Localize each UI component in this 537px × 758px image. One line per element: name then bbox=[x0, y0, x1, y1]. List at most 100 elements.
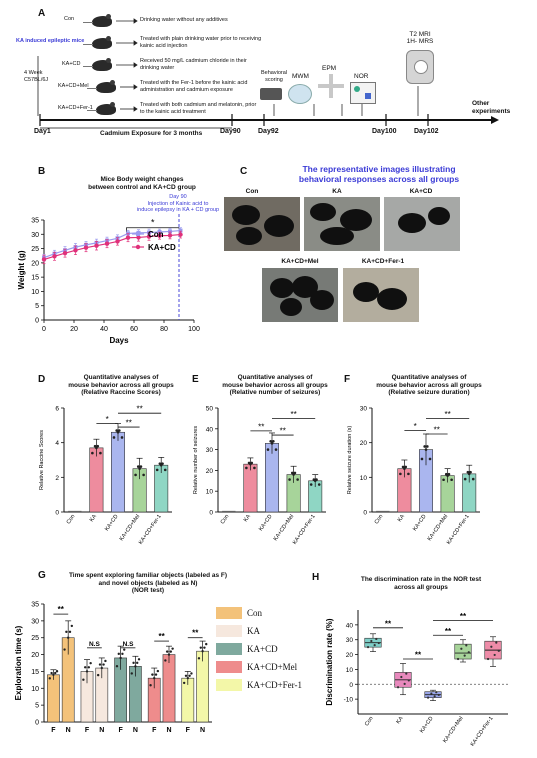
data-dot bbox=[165, 650, 169, 653]
significance-label: ** bbox=[415, 651, 422, 660]
strain-name: C57BL/6J bbox=[24, 76, 49, 83]
data-dot bbox=[270, 442, 274, 445]
x-tick-label: N bbox=[99, 727, 104, 734]
group-desc-kacd: Received 50 mg/L cadmium chloride in the… bbox=[140, 58, 247, 71]
data-dot bbox=[104, 659, 107, 663]
y-tick-label: 10 bbox=[360, 475, 368, 482]
panel-label-b: B bbox=[38, 166, 46, 177]
data-dot bbox=[313, 479, 317, 483]
panel-c-title-line1: The representative images illustrating bbox=[302, 164, 456, 174]
data-dot bbox=[253, 466, 256, 470]
chart-exploration-time: 0 5 10 15 20 25 30 35 Exploration time (s) F N F N F N… bbox=[14, 602, 212, 734]
y-tick-label: 10 bbox=[206, 489, 214, 496]
legend-swatch bbox=[216, 625, 242, 637]
photo-ka bbox=[304, 197, 380, 251]
x-tick-label: F bbox=[85, 727, 90, 734]
data-dot bbox=[163, 468, 167, 472]
data-dot bbox=[149, 684, 152, 687]
x-tick-label: F bbox=[51, 727, 56, 734]
x-tick-label: F bbox=[186, 727, 191, 734]
data-dot bbox=[136, 465, 140, 468]
photo-kacdmel bbox=[262, 268, 338, 322]
panel-c-title: The representative images illustrating b… bbox=[244, 164, 514, 184]
data-dot bbox=[120, 436, 124, 439]
bar bbox=[196, 650, 209, 723]
data-dot bbox=[117, 652, 120, 656]
data-dot bbox=[446, 474, 449, 477]
data-dot bbox=[423, 445, 426, 448]
y-tick-label: 4 bbox=[55, 440, 59, 447]
annotation-line2: Injection of Kainic acid to bbox=[147, 200, 209, 207]
y-tick-label: 20 bbox=[31, 652, 39, 659]
data-dot bbox=[134, 665, 137, 668]
timeline-day92: Day92 bbox=[258, 128, 279, 135]
data-dot bbox=[463, 654, 466, 657]
data-dot bbox=[102, 663, 105, 666]
data-dot bbox=[164, 659, 167, 662]
y-tick-label: 25 bbox=[31, 246, 39, 253]
y-tick-label: 10 bbox=[31, 686, 39, 693]
x-tick-label: N bbox=[200, 727, 205, 734]
mri-scanner-icon bbox=[406, 50, 434, 84]
data-dot bbox=[121, 652, 124, 656]
y-tick-label: 0 bbox=[55, 510, 59, 517]
y-tick-label: 40 bbox=[206, 426, 214, 433]
data-dot bbox=[115, 665, 119, 668]
panel-e-title-line1: Quantitative analyses of bbox=[237, 374, 313, 381]
x-tick-label: F bbox=[152, 727, 157, 734]
legend-swatch bbox=[216, 661, 242, 673]
significance-label: * bbox=[414, 422, 417, 431]
x-tick-label: KA bbox=[243, 513, 252, 523]
legend-label-kacd: KA+CD bbox=[148, 243, 176, 252]
data-dot bbox=[296, 478, 299, 481]
data-point bbox=[167, 233, 173, 238]
data-dot bbox=[154, 673, 158, 676]
x-axis-title: Days bbox=[109, 336, 129, 345]
x-tick-label: 0 bbox=[42, 326, 46, 333]
y-tick-label: 0 bbox=[349, 682, 353, 689]
x-tick-label: 60 bbox=[130, 326, 138, 333]
data-dot bbox=[123, 648, 126, 651]
legend-item-kacd: KA+CD bbox=[216, 640, 316, 658]
data-dot bbox=[420, 457, 424, 461]
data-dot bbox=[249, 462, 252, 466]
x-tick-label: Con bbox=[364, 716, 375, 728]
data-point bbox=[178, 228, 183, 233]
data-dot bbox=[407, 679, 410, 682]
photo-label-con: Con bbox=[245, 188, 259, 195]
x-tick-label: KA+CD+Fer-1 bbox=[138, 514, 163, 546]
data-dot bbox=[65, 630, 68, 634]
data-dot bbox=[151, 673, 154, 676]
y-tick-label: 50 bbox=[206, 406, 214, 413]
data-dot bbox=[456, 657, 460, 661]
data-dot bbox=[245, 466, 248, 470]
significance-label: ** bbox=[280, 427, 286, 436]
panel-g-title-line2: and novel objects (labeled as N) bbox=[98, 579, 198, 587]
data-dot bbox=[370, 639, 373, 643]
chart-seizure-duration: 0 10 20 30 Relative seizure duration (s) Con K… bbox=[347, 406, 480, 546]
data-dot bbox=[493, 653, 496, 657]
panel-label-g: G bbox=[38, 570, 46, 581]
legend-label: KA bbox=[247, 626, 260, 636]
data-dot bbox=[442, 478, 445, 482]
x-tick-label: F bbox=[118, 727, 123, 734]
data-dot bbox=[116, 430, 120, 434]
data-dot bbox=[54, 671, 57, 675]
group-arrows bbox=[37, 18, 138, 116]
x-tick-label: KA+CD+Fer-1 bbox=[470, 716, 495, 746]
panel-label-d: D bbox=[38, 374, 46, 385]
data-dot bbox=[201, 650, 204, 653]
timeline-day102: Day102 bbox=[414, 128, 439, 135]
y-tick-label: 20 bbox=[206, 468, 214, 475]
annotation-line1: Day 90 bbox=[169, 194, 187, 200]
significance-label: ** bbox=[290, 410, 296, 419]
photo-kacd bbox=[384, 197, 460, 251]
data-dot bbox=[433, 695, 436, 698]
legend-nor: Con KA KA+CD KA+CD+Mel KA+CD+Fer-1 bbox=[216, 604, 316, 694]
bar bbox=[111, 431, 125, 513]
panel-d-title-line2: mouse behavior across all groups bbox=[68, 381, 174, 389]
photo-label-kacdmel: KA+CD+Mel bbox=[281, 258, 319, 265]
x-tick-label: KA+CD bbox=[412, 514, 428, 533]
data-dot bbox=[159, 463, 163, 467]
behavioral-line1: Behavioral bbox=[261, 70, 287, 76]
